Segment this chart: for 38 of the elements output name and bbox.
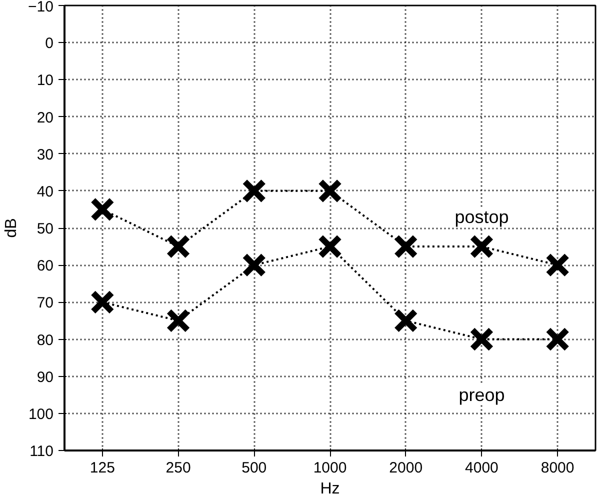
point bbox=[242, 252, 266, 278]
y-tick-label: 90 bbox=[36, 368, 54, 386]
y-tick-label: 10 bbox=[36, 72, 54, 90]
x-tick-label: 4000 bbox=[465, 460, 498, 476]
y-tick-label: 30 bbox=[36, 146, 54, 164]
series-label: postop bbox=[454, 206, 509, 227]
point bbox=[318, 234, 342, 259]
point bbox=[545, 252, 570, 278]
y-tick-label: 50 bbox=[36, 220, 54, 238]
point bbox=[394, 308, 418, 333]
x-tick-label: 500 bbox=[242, 460, 267, 476]
y-tick-label: 60 bbox=[36, 258, 54, 275]
point bbox=[166, 308, 190, 333]
x-tick-label: 125 bbox=[90, 460, 115, 476]
point bbox=[470, 327, 494, 352]
y-tick-label: 80 bbox=[36, 332, 54, 349]
point bbox=[90, 197, 115, 222]
x-tick-label: 1000 bbox=[313, 460, 347, 476]
y-tick-label: 100 bbox=[28, 406, 54, 423]
point bbox=[90, 290, 115, 314]
point bbox=[318, 178, 342, 204]
point bbox=[394, 234, 418, 259]
text: preop bbox=[458, 384, 505, 405]
y-tick-label: 0 bbox=[45, 35, 54, 52]
x-tick-label: 250 bbox=[166, 460, 191, 476]
y-tick-label: 40 bbox=[36, 183, 54, 200]
point bbox=[545, 327, 570, 352]
y-tick-label: 110 bbox=[30, 443, 54, 460]
y-axis-title: dB bbox=[3, 218, 20, 238]
point bbox=[166, 234, 190, 259]
x-axis-title: Hz bbox=[320, 480, 340, 498]
y-tick-label: 20 bbox=[36, 109, 54, 126]
point bbox=[470, 234, 494, 259]
point bbox=[242, 178, 266, 204]
y-tick-label: −10 bbox=[28, 0, 54, 16]
x-tick-label: 2000 bbox=[389, 460, 423, 476]
y-tick-label: 70 bbox=[36, 294, 54, 312]
x-tick-label: 8000 bbox=[540, 460, 574, 476]
